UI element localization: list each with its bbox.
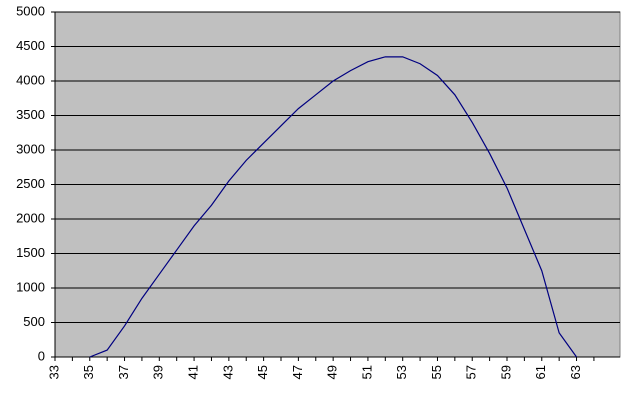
y-tick-label: 1500: [16, 245, 45, 260]
x-tick-label: 41: [186, 365, 201, 379]
y-tick-label: 1000: [16, 279, 45, 294]
x-tick-label: 61: [533, 365, 548, 379]
y-tick-label: 2000: [16, 210, 45, 225]
y-tick-label: 3000: [16, 141, 45, 156]
x-tick-label: 39: [151, 365, 166, 379]
y-tick-label: 4500: [16, 38, 45, 53]
x-tick-label: 59: [498, 365, 513, 379]
data-line: [89, 56, 578, 358]
x-tick-label: 35: [81, 365, 96, 379]
x-tick-label: 37: [116, 365, 131, 379]
y-tick-label: 2500: [16, 176, 45, 191]
y-tick-label: 4000: [16, 72, 45, 87]
x-tick-label: 51: [359, 365, 374, 379]
y-tick-label: 500: [23, 314, 45, 329]
x-tick-label: 45: [255, 365, 270, 379]
y-tick-label: 0: [38, 348, 45, 363]
x-tick-label: 49: [325, 365, 340, 379]
x-tick-label: 33: [46, 365, 61, 379]
y-tick-label: 5000: [16, 3, 45, 18]
y-tick-label: 3500: [16, 107, 45, 122]
x-tick-label: 47: [290, 365, 305, 379]
x-tick-label: 55: [429, 365, 444, 379]
x-tick-label: 53: [394, 365, 409, 379]
x-tick-label: 57: [464, 365, 479, 379]
x-tick-label: 43: [220, 365, 235, 379]
x-tick-label: 63: [568, 365, 583, 379]
